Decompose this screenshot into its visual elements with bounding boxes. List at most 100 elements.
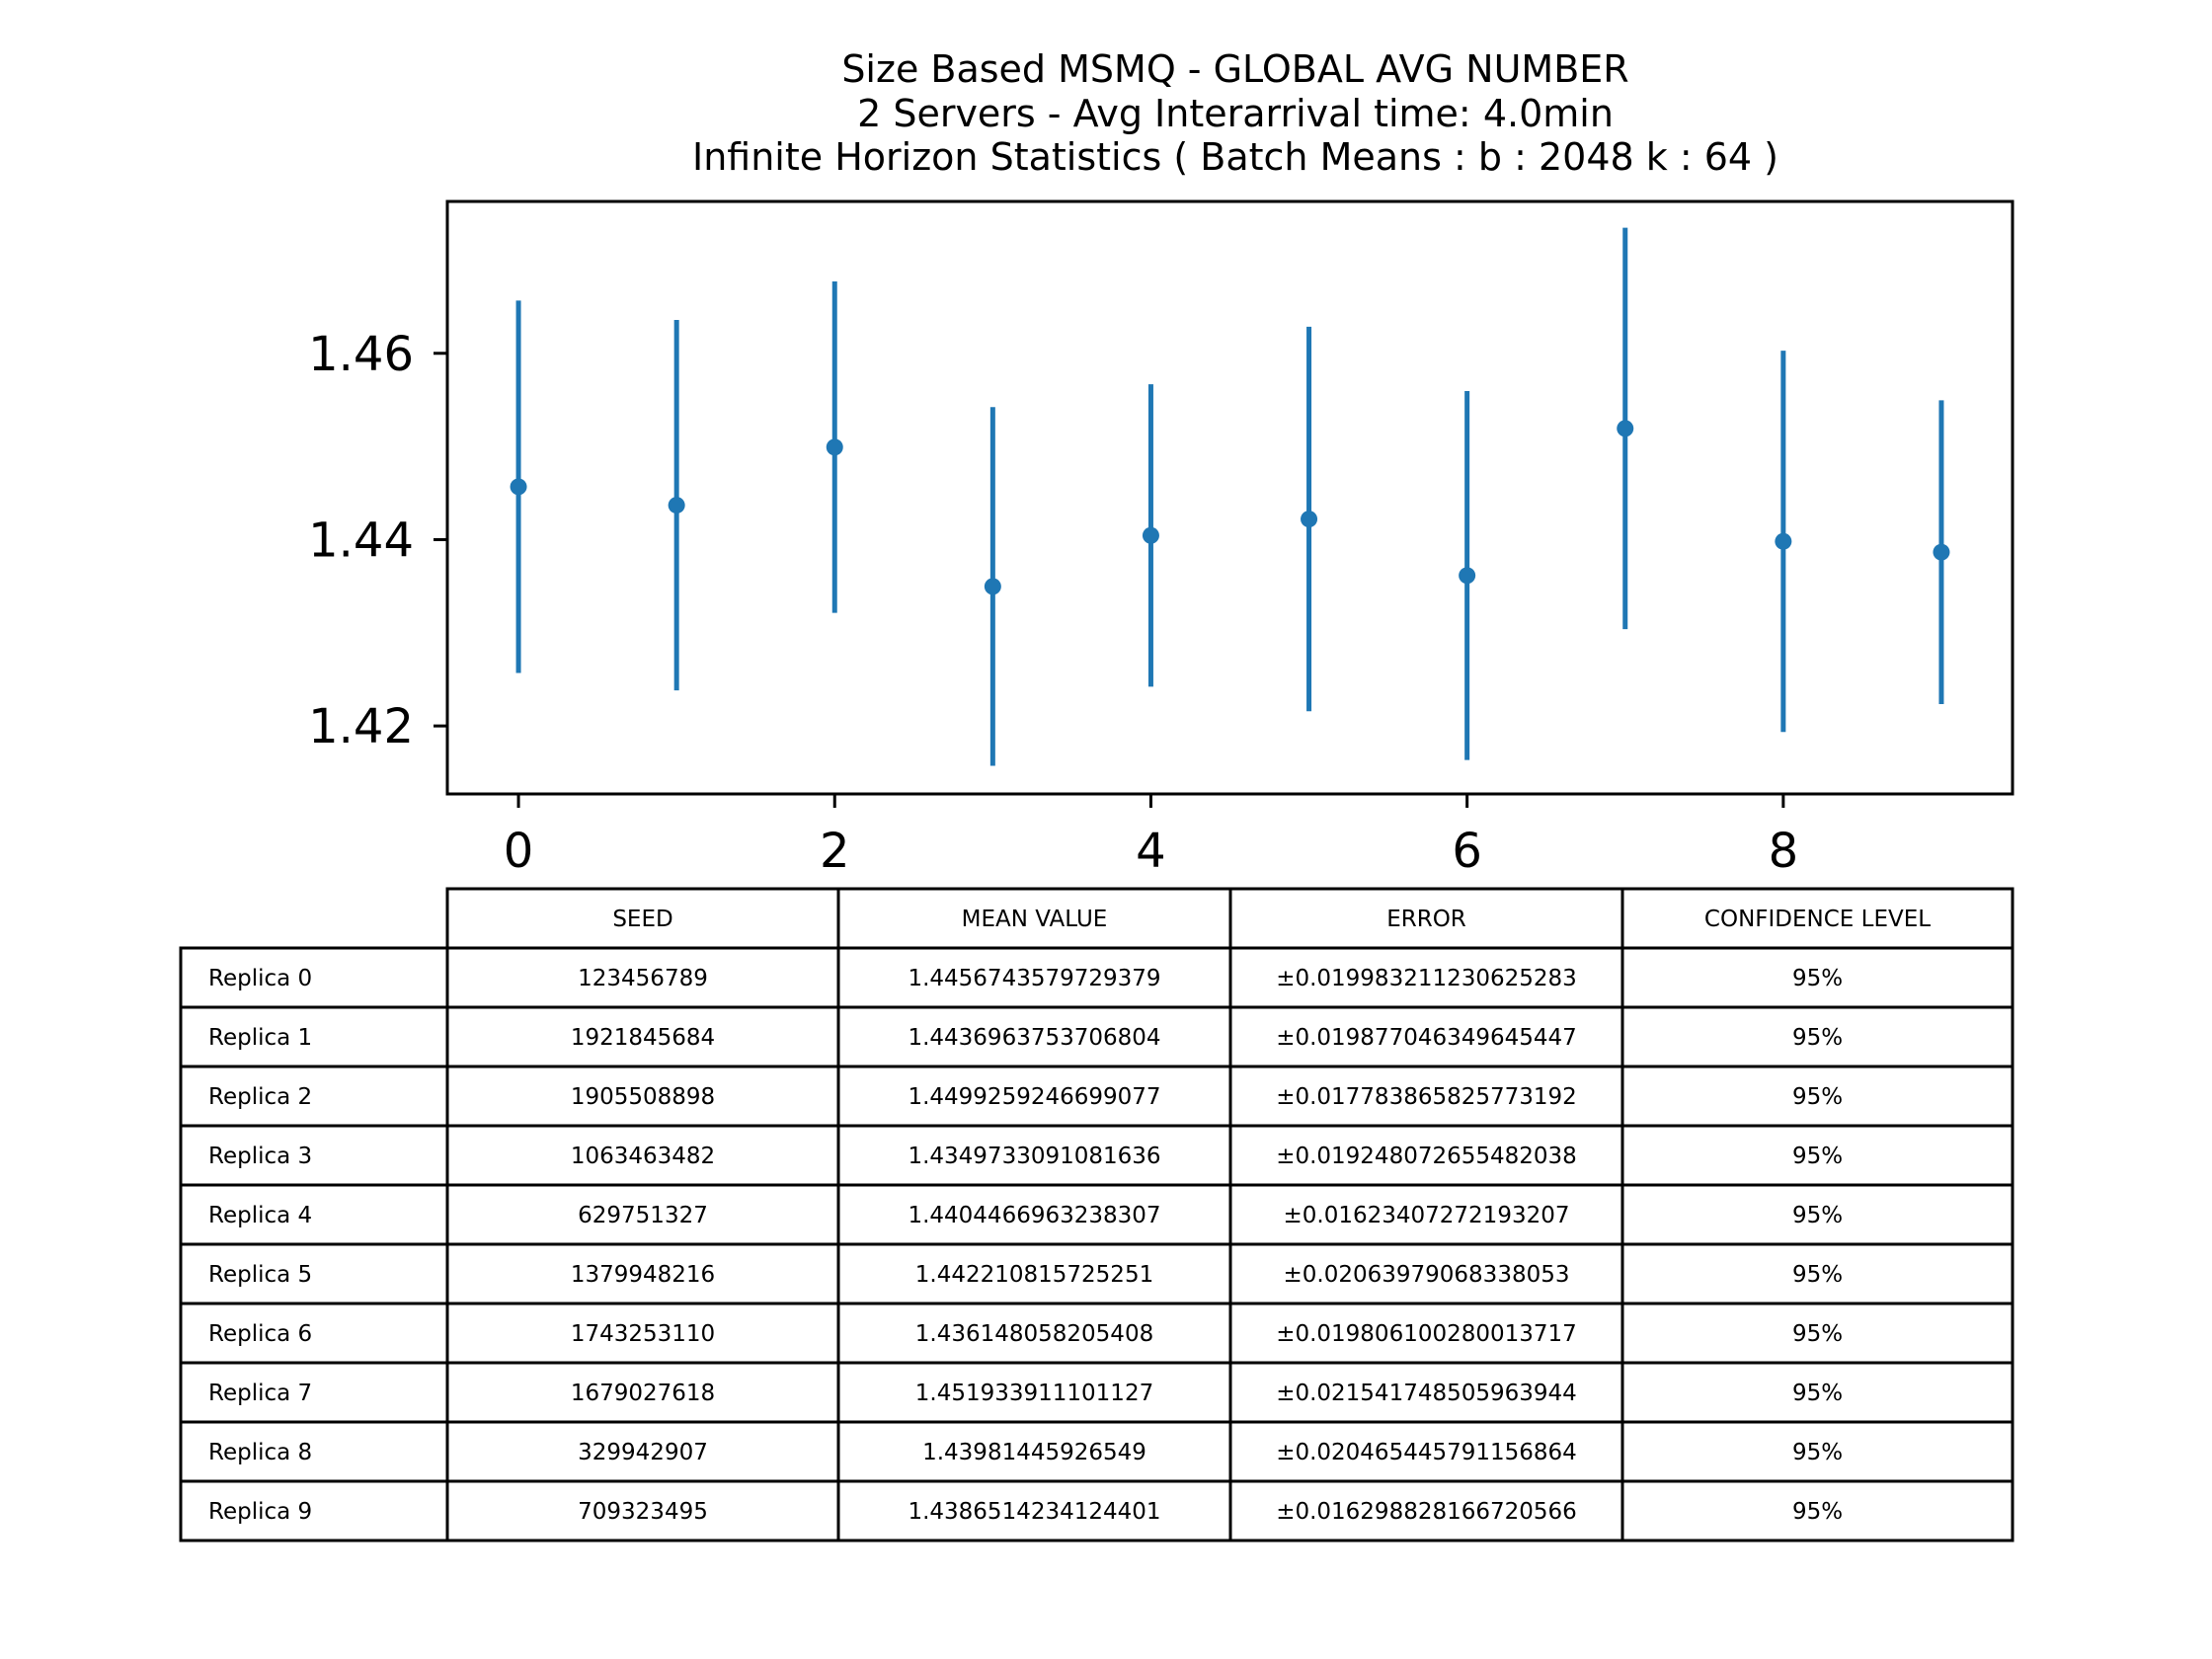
row-label: Replica 4 bbox=[208, 1203, 312, 1228]
chart-title-line-3: Infinite Horizon Statistics ( Batch Mean… bbox=[692, 135, 1778, 179]
y-tick-label: 1.44 bbox=[308, 513, 414, 568]
table-cell-text: 1.4499259246699077 bbox=[908, 1084, 1160, 1110]
x-tick-label: 0 bbox=[504, 824, 534, 879]
row-label: Replica 8 bbox=[208, 1440, 312, 1465]
x-tick-label: 2 bbox=[820, 824, 850, 879]
table-cell-text: 1.436148058205408 bbox=[915, 1321, 1153, 1347]
table-cell-text: 1.4456743579729379 bbox=[908, 966, 1160, 991]
data-point bbox=[1617, 420, 1634, 437]
chart-title-line-1: Size Based MSMQ - GLOBAL AVG NUMBER bbox=[841, 47, 1628, 91]
table-cell-text: 95% bbox=[1792, 1381, 1843, 1406]
table-cell-text: 95% bbox=[1792, 1144, 1843, 1169]
table-cell-text: 1.4404466963238307 bbox=[908, 1203, 1160, 1228]
table-cell bbox=[445, 1183, 840, 1246]
table-header-cell bbox=[836, 887, 1232, 950]
x-axis: 0 2 4 6 8 bbox=[504, 794, 1798, 879]
y-tick-label: 1.46 bbox=[308, 327, 414, 382]
data-point bbox=[826, 438, 843, 456]
row-label-cell bbox=[179, 1242, 449, 1305]
table-row: Replica 2 1905508898 1.4499259246699077 ±0.… bbox=[179, 1065, 2014, 1128]
x-tick-label: 8 bbox=[1769, 824, 1799, 879]
table-cell-text: ±0.016298828166720566 bbox=[1276, 1499, 1577, 1525]
data-point bbox=[984, 578, 1001, 595]
row-label: Replica 5 bbox=[208, 1262, 312, 1288]
table-cell-text: 123456789 bbox=[578, 966, 708, 991]
y-tick-label: 1.42 bbox=[308, 699, 414, 754]
table-cell-text: ±0.019983211230625283 bbox=[1276, 966, 1577, 991]
table-row: Replica 4 629751327 1.4404466963238307 ±0.0… bbox=[179, 1183, 2014, 1246]
table-cell-text: ±0.02063979068338053 bbox=[1284, 1262, 1570, 1288]
table-cell bbox=[1228, 946, 1624, 1009]
table-cell-text: 95% bbox=[1792, 1203, 1843, 1228]
table-cell-text: ±0.01623407272193207 bbox=[1284, 1203, 1570, 1228]
table-cell bbox=[1620, 1124, 2014, 1187]
table-cell-text: 1.4349733091081636 bbox=[908, 1144, 1160, 1169]
table-cell bbox=[1228, 1361, 1624, 1424]
table-header-cell bbox=[1620, 887, 2014, 950]
table-cell-text: ±0.017783865825773192 bbox=[1276, 1084, 1577, 1110]
table-cell bbox=[445, 1420, 840, 1483]
table-row: Replica 1 1921845684 1.4436963753706804 ±0.… bbox=[179, 1005, 2014, 1068]
table-cell bbox=[1228, 1183, 1624, 1246]
row-label: Replica 3 bbox=[208, 1144, 312, 1169]
chart-marks bbox=[510, 227, 1950, 766]
table-header-label: ERROR bbox=[1386, 907, 1466, 932]
table-cell-text: 95% bbox=[1792, 1440, 1843, 1465]
table-cell-text: 95% bbox=[1792, 966, 1843, 991]
table-row: Replica 6 1743253110 1.436148058205408 ±0.0… bbox=[179, 1302, 2014, 1365]
table-cell bbox=[836, 1302, 1232, 1365]
table-cell bbox=[836, 1065, 1232, 1128]
table-header-label: SEED bbox=[612, 907, 672, 932]
row-label-cell bbox=[179, 1361, 449, 1424]
table-row: Replica 0 123456789 1.4456743579729379 ±0.0… bbox=[179, 946, 2014, 1009]
table-cell bbox=[1228, 1065, 1624, 1128]
table-cell-text: ±0.019806100280013717 bbox=[1276, 1321, 1577, 1347]
table-cell bbox=[1228, 1479, 1624, 1542]
table-cell-text: 1905508898 bbox=[571, 1084, 715, 1110]
table-cell-text: 95% bbox=[1792, 1321, 1843, 1347]
table-header-cell bbox=[445, 887, 840, 950]
table-cell-text: 1.4386514234124401 bbox=[908, 1499, 1160, 1525]
table-cell bbox=[1620, 1065, 2014, 1128]
table-row: Replica 7 1679027618 1.451933911101127 ±0.0… bbox=[179, 1361, 2014, 1424]
data-point bbox=[1775, 532, 1792, 550]
table-cell-text: 329942907 bbox=[578, 1440, 708, 1465]
row-label: Replica 0 bbox=[208, 966, 312, 991]
table-cell bbox=[445, 1479, 840, 1542]
table-cell-text: 1.4436963753706804 bbox=[908, 1025, 1160, 1051]
table-cell bbox=[836, 1420, 1232, 1483]
row-label: Replica 2 bbox=[208, 1084, 312, 1110]
table-cell-text: 1.43981445926549 bbox=[922, 1440, 1146, 1465]
y-axis: 1.42 1.44 1.46 bbox=[308, 327, 447, 754]
table-cell-text: 1743253110 bbox=[571, 1321, 715, 1347]
table-cell bbox=[836, 1183, 1232, 1246]
table-cell bbox=[445, 1361, 840, 1424]
row-label: Replica 9 bbox=[208, 1499, 312, 1525]
table-cell-text: 1921845684 bbox=[571, 1025, 715, 1051]
data-point bbox=[1301, 511, 1318, 528]
table-cell-text: ±0.020465445791156864 bbox=[1276, 1440, 1577, 1465]
plot-area: 0 2 4 6 8 1.42 1.44 1.46 bbox=[308, 199, 2014, 879]
table-cell-text: ±0.019877046349645447 bbox=[1276, 1025, 1577, 1051]
chart-title: Size Based MSMQ - GLOBAL AVG NUMBER 2 Se… bbox=[692, 47, 1778, 179]
table-cell-text: 95% bbox=[1792, 1025, 1843, 1051]
table-cell-text: 629751327 bbox=[578, 1203, 708, 1228]
table-cell-text: 95% bbox=[1792, 1084, 1843, 1110]
table-row: Replica 8 329942907 1.43981445926549 ±0.020… bbox=[179, 1420, 2014, 1483]
x-tick-label: 4 bbox=[1136, 824, 1166, 879]
row-label-cell bbox=[179, 1065, 449, 1128]
chart-title-line-2: 2 Servers - Avg Interarrival time: 4.0mi… bbox=[857, 92, 1614, 135]
table-cell-text: 1379948216 bbox=[571, 1262, 715, 1288]
table-cell-text: ±0.019248072655482038 bbox=[1276, 1144, 1577, 1169]
table-cell-text: 95% bbox=[1792, 1262, 1843, 1288]
table-cell-text: 1679027618 bbox=[571, 1381, 715, 1406]
row-label: Replica 6 bbox=[208, 1321, 312, 1347]
row-label: Replica 1 bbox=[208, 1025, 312, 1051]
table-row: Replica 3 1063463482 1.4349733091081636 ±0.… bbox=[179, 1124, 2014, 1187]
table-cell bbox=[1620, 1242, 2014, 1305]
data-point bbox=[1142, 526, 1159, 544]
table-row: Replica 9 709323495 1.4386514234124401 ±0.0… bbox=[179, 1479, 2014, 1542]
plot-frame bbox=[445, 199, 2014, 796]
row-label-cell bbox=[179, 1420, 449, 1483]
